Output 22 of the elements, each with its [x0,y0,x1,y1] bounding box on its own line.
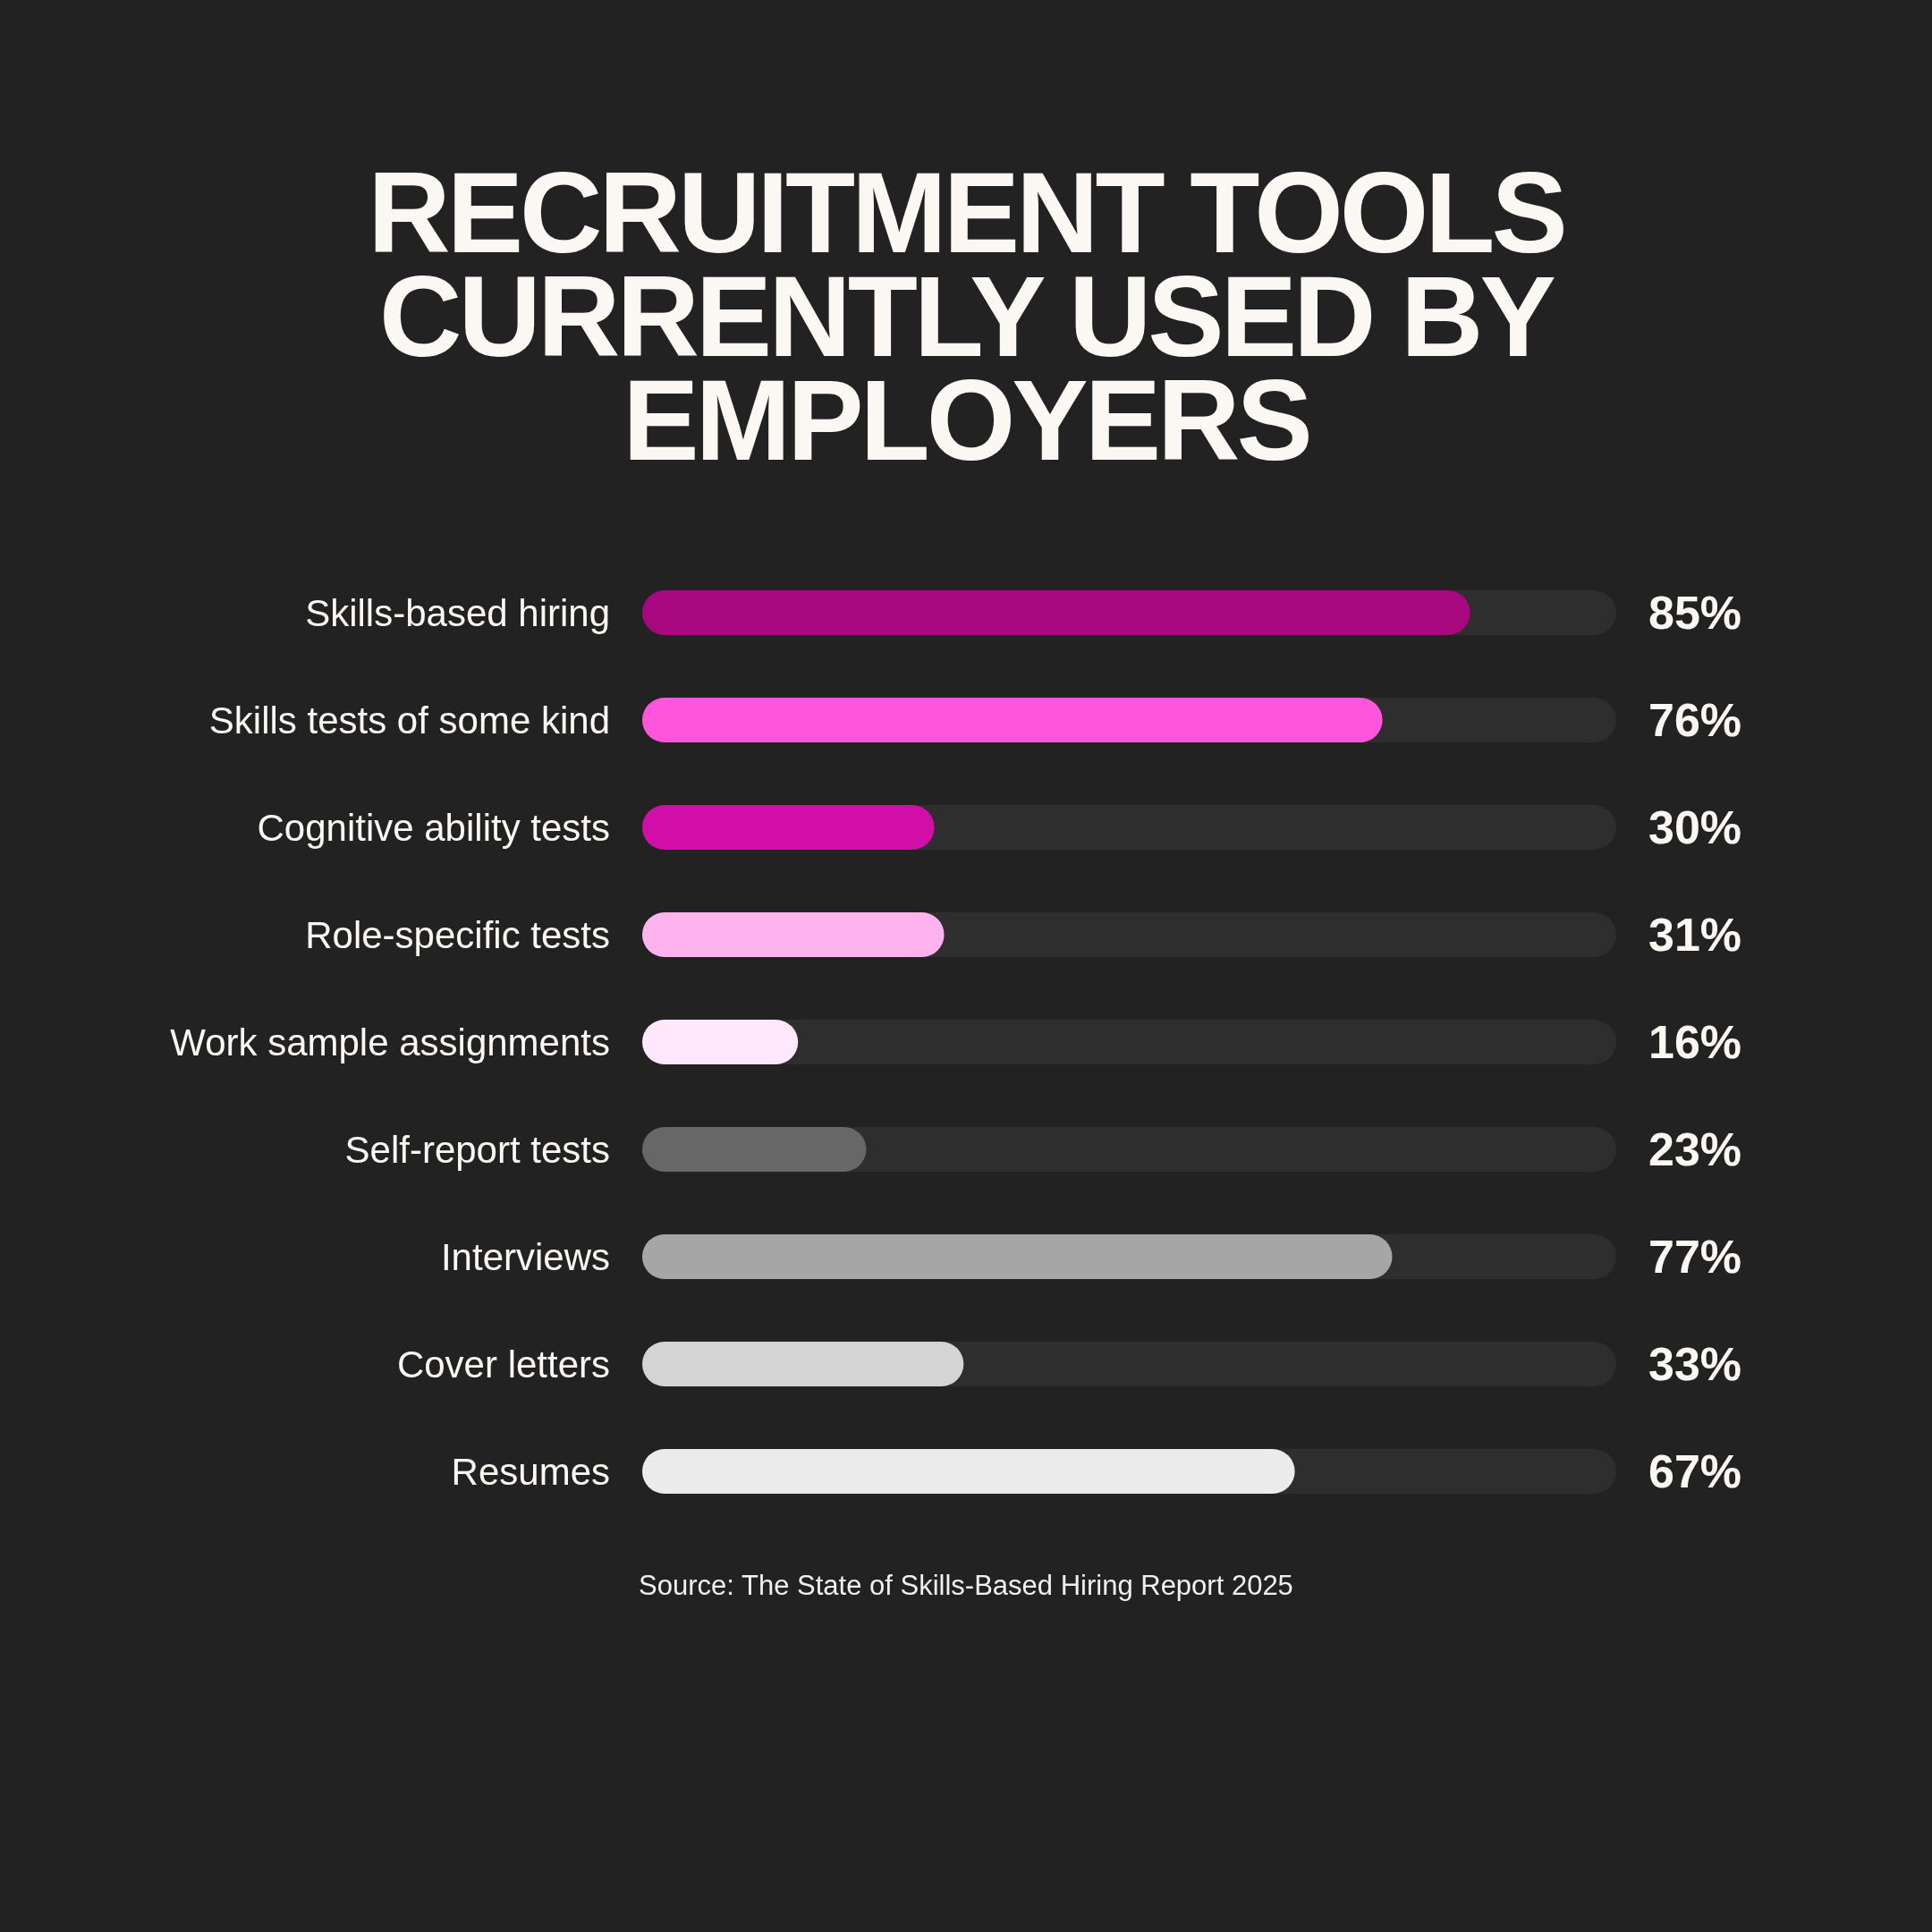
bar [642,1127,867,1172]
y-tick-label: Cognitive ability tests [257,806,610,849]
data-label: 30% [1648,801,1742,853]
data-label: 31% [1648,909,1742,961]
y-tick-label: Cover letters [396,1343,610,1385]
data-label: 76% [1648,694,1742,746]
source-note: Source: The State of Skills-Based Hiring Report 2025 [638,1570,1294,1602]
data-label: 16% [1648,1016,1742,1068]
y-tick-label: Role-specific tests [305,913,610,956]
data-label: 67% [1648,1445,1742,1497]
data-label: 33% [1648,1338,1742,1390]
y-tick-label: Interviews [440,1235,610,1278]
chart-title: RECRUITMENT TOOLS CURRENTLY USED BY EMPLOYERS [367,148,1565,484]
y-tick-label: Resumes [451,1450,610,1493]
y-tick-label: Skills tests of some kind [208,699,610,741]
y-tick-label: Work sample assignments [170,1021,610,1063]
data-label: 85% [1648,587,1742,639]
data-label: 77% [1648,1231,1742,1283]
y-tick-label: Skills-based hiring [305,591,610,634]
bar [642,1020,799,1064]
y-tick-label: Self-report tests [344,1128,610,1171]
data-label: 23% [1648,1123,1742,1175]
